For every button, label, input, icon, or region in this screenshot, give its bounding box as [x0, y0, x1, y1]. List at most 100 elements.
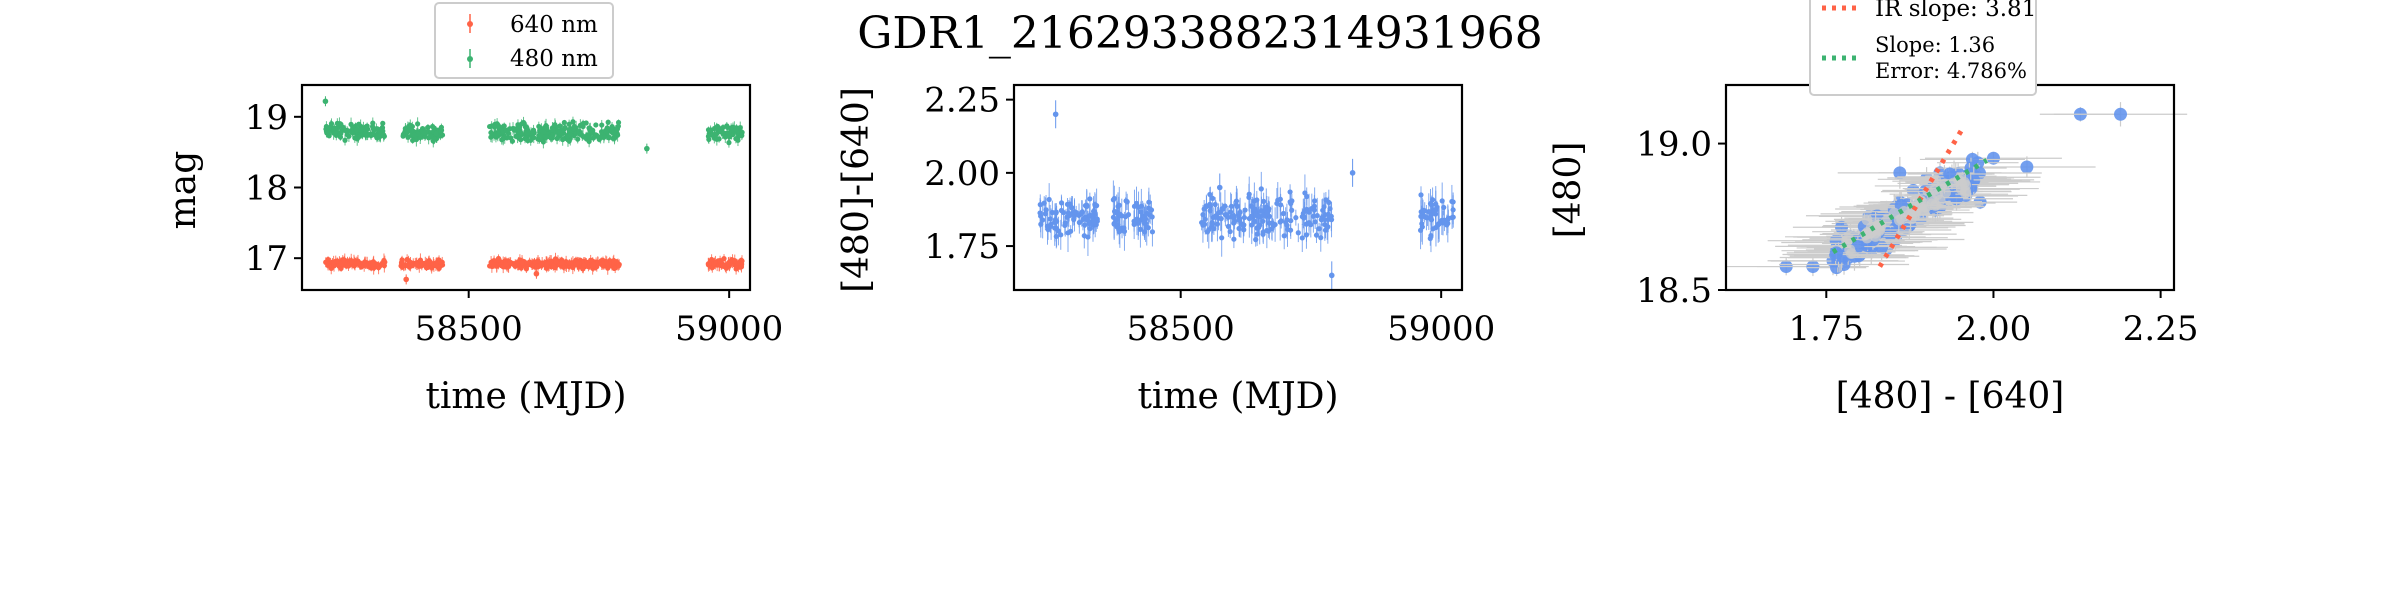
lightcurve-point	[489, 261, 496, 267]
lightcurve-ytick-label: 19	[245, 98, 288, 138]
color-point	[1433, 201, 1439, 207]
lightcurve-point	[497, 124, 503, 130]
cmd-point	[1932, 188, 1944, 200]
color-point	[1212, 214, 1218, 220]
color-point	[1084, 203, 1090, 209]
lightcurve-point	[570, 264, 576, 271]
lightcurve-axes-frame	[300, 83, 752, 292]
lightcurve-point	[544, 261, 550, 268]
color-point	[1040, 217, 1046, 223]
color-point	[1149, 229, 1156, 235]
color-point	[1079, 210, 1085, 216]
lightcurve-point	[735, 260, 741, 266]
color-point	[1261, 198, 1267, 205]
color-point	[1211, 225, 1217, 232]
lightcurve-point	[611, 130, 617, 137]
legend-640nm-dot	[467, 21, 473, 27]
lightcurve-point	[500, 135, 506, 142]
color-point	[1283, 219, 1289, 225]
lightcurve-points	[322, 96, 745, 285]
lightcurve-point	[644, 145, 650, 152]
lightcurve-point	[512, 263, 518, 269]
lightcurve-point	[354, 127, 360, 133]
color-point	[1207, 208, 1213, 214]
color-point	[1149, 214, 1155, 220]
color-point	[1241, 214, 1247, 221]
color-point	[1251, 206, 1257, 212]
color-point	[1427, 235, 1433, 242]
color-point	[1312, 219, 1318, 225]
lightcurve-point	[408, 128, 415, 134]
color-ticks: 58500 59000 1.75 2.00 2.25	[924, 81, 1495, 349]
color-point	[1131, 221, 1137, 227]
lightcurve-point	[739, 132, 745, 139]
lightcurve-point	[717, 258, 723, 264]
lightcurve-point	[728, 127, 734, 133]
lightcurve-point	[566, 260, 572, 266]
color-point	[1328, 213, 1334, 219]
color-point	[1287, 189, 1293, 195]
lightcurve-point	[602, 128, 609, 134]
panel-cmd: 1.75 2.00 2.25 18.5 19.0 [480] - [640] [480]…	[1548, 0, 2198, 417]
lightcurve-point	[544, 134, 550, 140]
color-point	[1200, 212, 1206, 218]
lightcurve-point	[488, 130, 494, 136]
color-point	[1146, 205, 1152, 211]
color-point	[1254, 231, 1260, 237]
lightcurve-point	[507, 259, 513, 265]
color-point	[1302, 190, 1308, 196]
color-point	[1314, 212, 1320, 219]
color-point	[1064, 214, 1070, 220]
color-point	[1429, 202, 1435, 208]
lightcurve-point	[568, 132, 574, 138]
lightcurve-point	[725, 260, 731, 267]
lightcurve-point	[613, 126, 619, 133]
lightcurve-point	[399, 259, 405, 265]
color-point	[1110, 197, 1116, 203]
color-point	[1207, 201, 1213, 207]
legend-ir-slope-label: IR slope: 3.81	[1875, 0, 2036, 22]
lightcurve-point	[503, 128, 509, 134]
color-point	[1295, 230, 1301, 236]
color-point	[1068, 204, 1075, 211]
cmd-ylabel: [480]	[1548, 142, 1589, 239]
lightcurve-point	[556, 129, 563, 135]
color-point	[1424, 215, 1431, 221]
panel-color: 58500 59000 1.75 2.00 2.25 time (MJD) [480]-…	[836, 81, 1495, 417]
cmd-point	[1861, 214, 1873, 226]
cmd-point	[1844, 244, 1856, 256]
panel-lightcurve: 58500 59000 17 18 19 time (MJD) mag 640 nm 4…	[163, 2, 783, 417]
color-point	[1212, 201, 1218, 208]
lightcurve-point	[430, 261, 436, 267]
color-point	[1142, 217, 1148, 223]
color-point	[1224, 212, 1230, 218]
cmd-fit-line	[1831, 158, 1989, 255]
color-point	[1349, 170, 1356, 176]
lightcurve-point	[522, 135, 528, 142]
cmd-point	[1943, 167, 1957, 181]
legend-480nm-dot	[467, 56, 473, 62]
cmd-ytick-label: 19.0	[1636, 125, 1712, 165]
lightcurve-point	[380, 132, 387, 138]
lightcurve-point	[437, 264, 443, 270]
color-point	[1231, 213, 1237, 219]
lightcurve-point	[519, 260, 525, 266]
lightcurve-point	[343, 127, 349, 133]
color-xtick-label: 58500	[1127, 309, 1235, 349]
color-points	[1037, 100, 1456, 290]
color-point	[1200, 222, 1206, 228]
color-point	[1209, 221, 1215, 227]
lightcurve-point	[581, 262, 587, 269]
color-point	[1041, 200, 1047, 206]
lightcurve-point	[536, 136, 543, 143]
lightcurve-point	[338, 261, 344, 267]
color-ytick-label: 1.75	[924, 227, 1000, 267]
lightcurve-point	[411, 132, 418, 138]
color-point	[1449, 214, 1455, 221]
color-point	[1068, 228, 1074, 234]
lightcurve-point	[593, 122, 599, 128]
color-point	[1048, 221, 1054, 227]
color-point	[1218, 216, 1224, 222]
color-point	[1288, 218, 1294, 224]
lightcurve-point	[722, 134, 728, 140]
